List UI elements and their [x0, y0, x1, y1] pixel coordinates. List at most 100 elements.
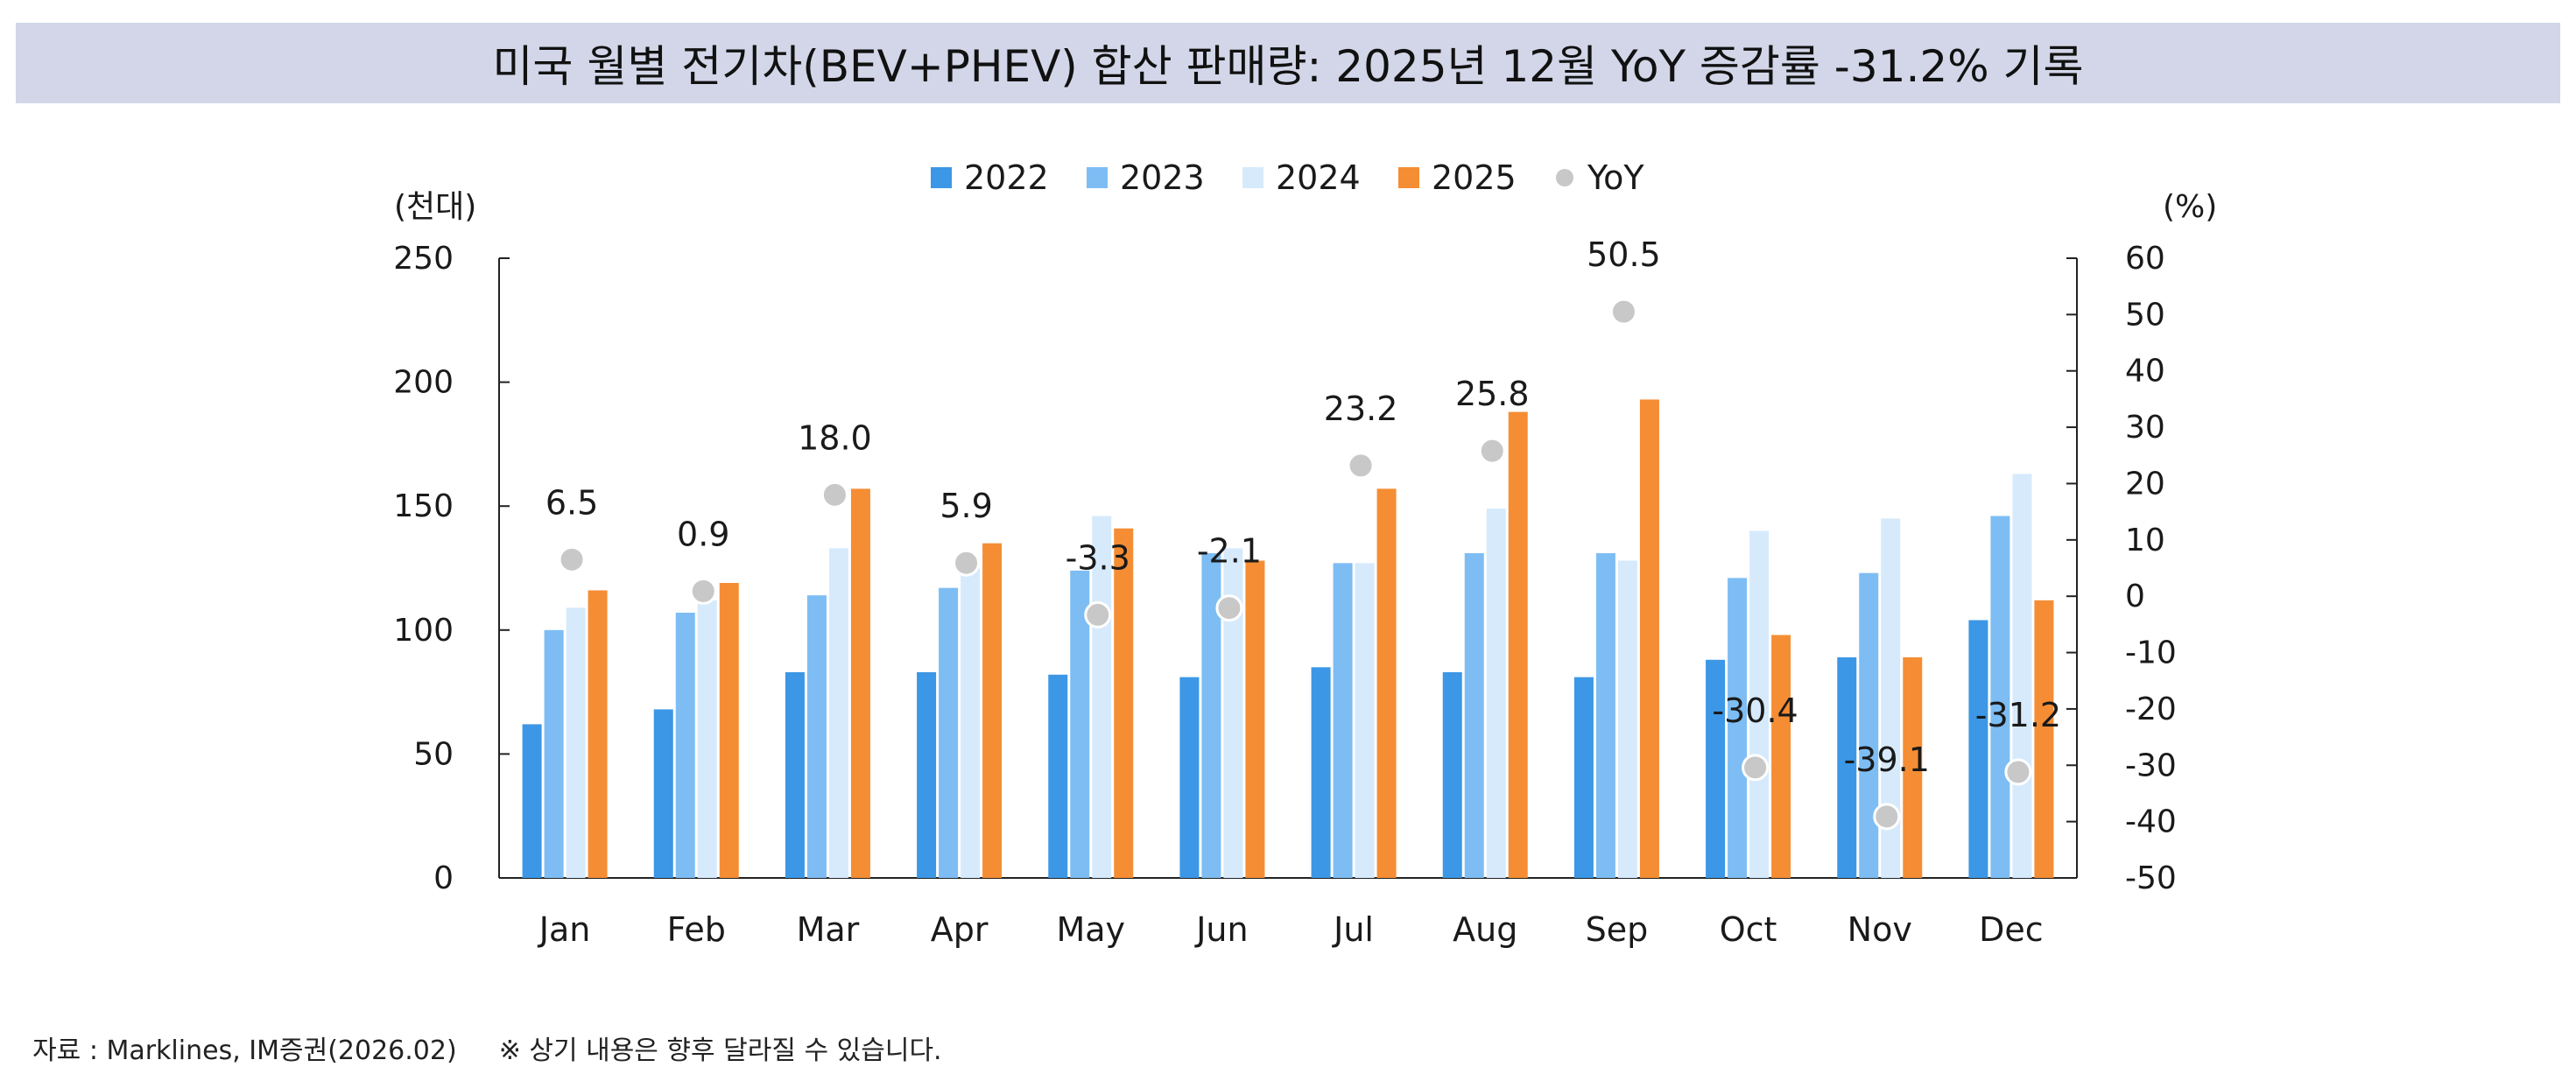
bar-2022-apr: [917, 671, 937, 878]
bar-2023-apr: [939, 587, 959, 878]
y2-tick-label: -40: [2125, 804, 2177, 840]
bar-2023-jul: [1333, 563, 1353, 878]
y2-tick-label: 10: [2125, 523, 2165, 558]
bar-2023-may: [1070, 570, 1090, 878]
y2-tick-label: 40: [2125, 354, 2165, 390]
bar-2024-dec: [2012, 474, 2032, 878]
y-tick-label: 200: [393, 365, 454, 401]
bar-2025-jul: [1376, 488, 1397, 878]
x-tick-label: Nov: [1848, 910, 1912, 949]
bar-2023-jan: [544, 629, 564, 878]
y2-axis-unit: (%): [2163, 189, 2217, 225]
x-tick-label: Jul: [1332, 910, 1374, 949]
legend-swatch-2025: [1398, 167, 1419, 188]
legend-label-yoy: YoY: [1587, 158, 1644, 197]
x-tick-label: Mar: [797, 910, 860, 949]
x-tick-label: Aug: [1453, 910, 1517, 949]
bar-2025-jan: [588, 590, 608, 878]
bar-2022-jan: [522, 724, 542, 878]
bar-2025-may: [1114, 528, 1134, 878]
legend-label-2022: 2022: [964, 158, 1049, 197]
yoy-marker-aug: [1478, 437, 1506, 465]
bar-2023-mar: [806, 595, 827, 878]
x-tick-label: Jun: [1194, 910, 1248, 949]
bar-2024-apr: [961, 568, 981, 878]
bar-2022-mar: [785, 671, 805, 878]
y-tick-label: 150: [393, 488, 454, 524]
bar-2023-nov: [1859, 572, 1879, 878]
bar-2025-feb: [719, 582, 739, 878]
bar-2022-sep: [1573, 677, 1594, 878]
bar-2023-jun: [1201, 553, 1221, 878]
chart: 050100150200250(천대)6050403020100-10-20-3…: [393, 158, 2217, 949]
bar-2023-sep: [1595, 553, 1615, 878]
legend-swatch-2022: [931, 167, 952, 188]
y2-tick-label: 20: [2125, 466, 2165, 502]
yoy-label-jul: 23.2: [1324, 390, 1398, 428]
bar-2022-nov: [1837, 656, 1857, 878]
bar-2024-jun: [1223, 548, 1243, 878]
bar-2025-mar: [850, 488, 870, 878]
y-tick-label: 250: [393, 241, 454, 277]
bar-2024-sep: [1617, 560, 1637, 878]
yoy-label-oct: -30.4: [1712, 691, 1798, 730]
bar-2025-aug: [1508, 411, 1528, 879]
x-tick-label: May: [1056, 910, 1125, 949]
bar-2022-jul: [1311, 667, 1331, 878]
yoy-marker-jan: [558, 545, 586, 573]
bar-2022-dec: [1968, 620, 1988, 878]
y2-tick-label: -50: [2125, 860, 2177, 896]
y2-tick-label: 0: [2125, 579, 2145, 614]
bar-2024-nov: [1881, 518, 1901, 878]
legend-swatch-2023: [1087, 167, 1108, 188]
bar-2025-nov: [1903, 656, 1923, 878]
bar-2025-sep: [1639, 399, 1659, 878]
y2-tick-label: 50: [2125, 297, 2165, 333]
bar-2025-dec: [2034, 600, 2054, 878]
yoy-label-feb: 0.9: [677, 515, 729, 553]
footer: 자료 : Marklines, IM증권(2026.02) ※ 상기 내용은 향후…: [16, 998, 984, 1067]
bar-2025-jun: [1245, 560, 1265, 878]
bar-2023-aug: [1464, 553, 1484, 878]
x-tick-label: Apr: [931, 910, 989, 949]
bar-2025-oct: [1771, 635, 1791, 878]
title-bar: 미국 월별 전기차(BEV+PHEV) 합산 판매량: 2025년 12월 Yo…: [16, 23, 2560, 103]
y2-tick-label: 30: [2125, 410, 2165, 446]
yoy-marker-jul: [1347, 452, 1375, 480]
bar-2022-feb: [653, 709, 673, 878]
y2-tick-label: -10: [2125, 635, 2177, 671]
bar-2022-oct: [1706, 659, 1726, 878]
yoy-marker-dec: [2004, 758, 2032, 786]
bar-2022-jun: [1179, 677, 1200, 878]
yoy-label-nov: -39.1: [1844, 741, 1930, 779]
bar-2024-oct: [1749, 530, 1770, 878]
bar-2025-apr: [982, 543, 1003, 878]
y2-tick-label: 60: [2125, 241, 2165, 277]
y-tick-label: 50: [413, 736, 454, 772]
bar-2023-oct: [1728, 578, 1748, 878]
yoy-label-sep: 50.5: [1587, 235, 1661, 274]
yoy-marker-mar: [820, 481, 848, 509]
bar-2024-mar: [828, 548, 848, 878]
yoy-label-jan: 6.5: [545, 483, 598, 522]
page-title: 미국 월별 전기차(BEV+PHEV) 합산 판매량: 2025년 12월 Yo…: [492, 41, 2084, 92]
legend-label-2023: 2023: [1120, 158, 1205, 197]
yoy-label-jun: -2.1: [1197, 532, 1262, 571]
y-axis-unit: (천대): [394, 189, 476, 225]
bar-2024-feb: [697, 600, 717, 878]
bar-2024-jul: [1355, 563, 1375, 878]
yoy-marker-apr: [953, 549, 981, 577]
legend-label-2024: 2024: [1276, 158, 1361, 197]
disclaimer-note: ※ 상기 내용은 향후 달라질 수 있습니다.: [498, 1035, 942, 1066]
bar-2022-aug: [1442, 671, 1462, 878]
y2-tick-label: -20: [2125, 691, 2177, 727]
yoy-marker-jun: [1215, 594, 1243, 622]
bar-2023-dec: [1990, 516, 2010, 878]
yoy-marker-sep: [1609, 298, 1637, 326]
x-tick-label: Dec: [1979, 910, 2044, 949]
yoy-label-mar: 18.0: [798, 418, 872, 457]
y-tick-label: 0: [433, 860, 454, 896]
x-tick-label: Oct: [1720, 910, 1777, 949]
bar-2023-feb: [675, 612, 695, 878]
yoy-marker-feb: [689, 577, 717, 605]
